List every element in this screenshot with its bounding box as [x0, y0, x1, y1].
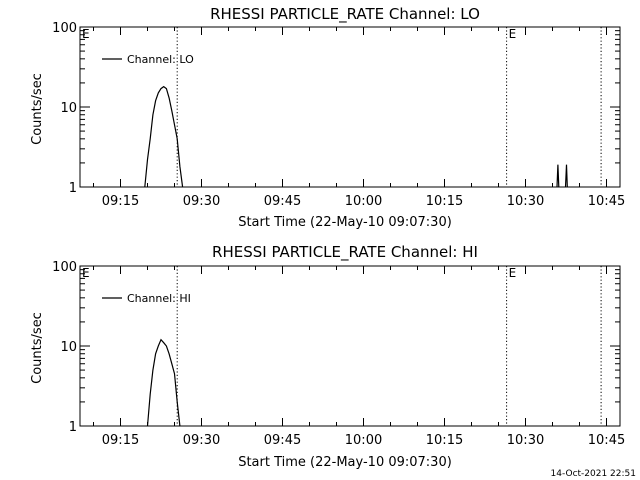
footer-timestamp: 14-Oct-2021 22:51: [551, 469, 636, 479]
y-axis-label: Counts/sec: [30, 73, 45, 145]
x-axis-label: Start Time (22-May-10 09:07:30): [238, 455, 452, 470]
y-tick-label: 100: [52, 260, 77, 275]
event-line-label: E: [509, 27, 517, 41]
y-tick-label: 10: [60, 340, 77, 355]
x-tick-label: 09:30: [183, 433, 220, 448]
y-tick-label: 1: [69, 181, 77, 196]
left-event-marker: E: [82, 27, 90, 41]
plot-lo: RHESSI PARTICLE_RATE Channel: LO Start T…: [30, 5, 625, 230]
series-line: [556, 164, 560, 188]
left-event-marker: E: [82, 266, 90, 280]
x-tick-label: 10:45: [588, 194, 625, 209]
y-tick-label: 1: [69, 420, 77, 435]
x-tick-label: 10:00: [345, 194, 382, 209]
x-tick-label: 09:45: [264, 194, 301, 209]
y-axis-label: Counts/sec: [30, 312, 45, 384]
x-tick-label: 10:30: [507, 433, 544, 448]
x-tick-label: 09:45: [264, 433, 301, 448]
y-tick-label: 10: [60, 101, 77, 116]
x-tick-label: 10:15: [426, 433, 463, 448]
series-line: [564, 164, 568, 188]
chart-title: RHESSI PARTICLE_RATE Channel: LO: [210, 5, 480, 24]
series-line: [146, 338, 181, 427]
legend-label: Channel: HI: [127, 292, 191, 305]
event-line-label: E: [509, 266, 517, 280]
x-tick-label: 09:30: [183, 194, 220, 209]
x-tick-label: 10:30: [507, 194, 544, 209]
x-tick-label: 09:15: [102, 194, 139, 209]
y-tick-label: 100: [52, 21, 77, 36]
x-tick-label: 09:15: [102, 433, 139, 448]
x-tick-label: 10:15: [426, 194, 463, 209]
x-tick-label: 10:45: [588, 433, 625, 448]
x-tick-label: 10:00: [345, 433, 382, 448]
x-axis-label: Start Time (22-May-10 09:07:30): [238, 215, 452, 230]
chart-title: RHESSI PARTICLE_RATE Channel: HI: [212, 243, 478, 262]
plot-frame: [79, 26, 621, 188]
series-line: [144, 85, 184, 188]
plot-frame: [79, 265, 621, 427]
legend-label: Channel: LO: [127, 53, 194, 66]
plot-hi: RHESSI PARTICLE_RATE Channel: HI Start T…: [30, 243, 625, 470]
